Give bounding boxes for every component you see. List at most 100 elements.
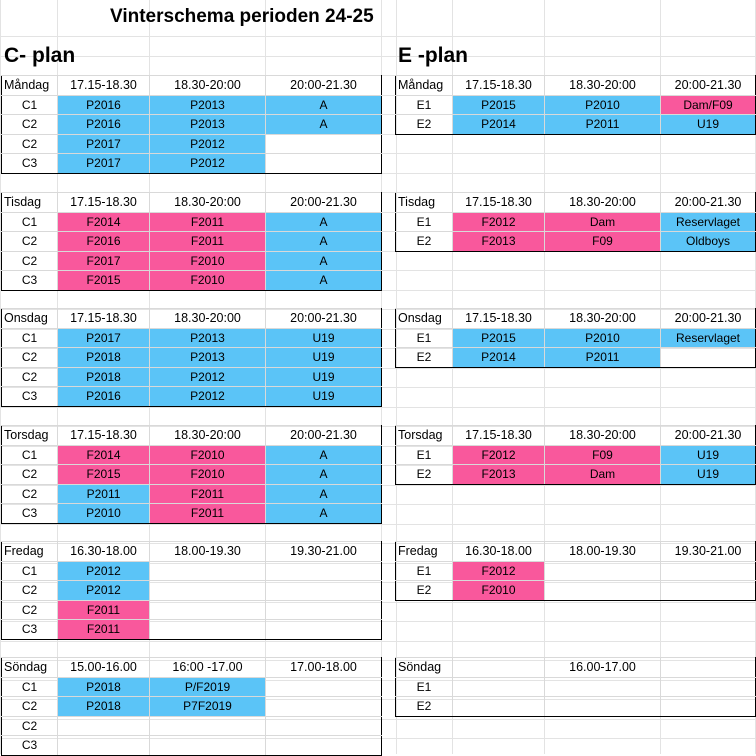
team-cell[interactable]: P2012 [149,153,266,174]
field-label[interactable]: E2 [395,347,453,368]
field-label[interactable]: E1 [395,94,453,115]
team-cell[interactable] [265,133,382,154]
team-cell[interactable]: P2013 [149,94,266,115]
field-label[interactable]: C2 [1,580,58,601]
team-cell[interactable]: U19 [660,444,756,465]
day-label[interactable]: Måndag [1,75,58,96]
team-cell[interactable]: A [265,231,382,252]
field-label[interactable]: C1 [1,94,58,115]
team-cell[interactable]: F2012 [452,444,545,465]
team-cell[interactable]: A [265,270,382,291]
time-slot-header[interactable]: 20:00-21.30 [265,425,382,446]
team-cell[interactable]: F2010 [149,270,266,291]
team-cell[interactable]: F2012 [452,560,545,581]
team-cell[interactable]: Dam [544,211,661,232]
team-cell[interactable]: P2012 [149,386,266,407]
time-slot-header[interactable]: 17.15-18.30 [452,308,545,329]
team-cell[interactable]: F2011 [57,599,150,620]
team-cell[interactable] [149,580,266,601]
field-label[interactable]: E2 [395,580,453,601]
team-cell[interactable]: P2011 [57,483,150,504]
team-cell[interactable]: A [265,444,382,465]
field-label[interactable]: C1 [1,327,58,348]
team-cell[interactable] [660,347,756,368]
team-cell[interactable]: A [265,250,382,271]
team-cell[interactable] [452,676,545,697]
time-slot-header[interactable]: 19.30-21.00 [265,541,382,562]
team-cell[interactable] [660,696,756,717]
field-label[interactable]: E2 [395,696,453,717]
time-slot-header[interactable] [452,657,545,678]
field-label[interactable]: C2 [1,347,58,368]
team-cell[interactable] [452,696,545,717]
field-label[interactable]: C2 [1,231,58,252]
field-label[interactable]: E1 [395,560,453,581]
team-cell[interactable] [544,696,661,717]
time-slot-header[interactable]: 18.00-19.30 [149,541,266,562]
time-slot-header[interactable]: 20:00-21.30 [265,192,382,213]
team-cell[interactable]: U19 [660,464,756,485]
team-cell[interactable]: P2012 [57,580,150,601]
time-slot-header[interactable]: 17.15-18.30 [57,192,150,213]
team-cell[interactable]: P7F2019 [149,696,266,717]
team-cell[interactable]: P2010 [57,503,150,524]
team-cell[interactable]: F2011 [149,483,266,504]
team-cell[interactable]: Dam/F09 [660,94,756,115]
day-label[interactable]: Söndag [1,657,58,678]
time-slot-header[interactable]: 18.30-20:00 [544,308,661,329]
time-slot-header[interactable]: 18.30-20:00 [149,308,266,329]
team-cell[interactable]: P2018 [57,696,150,717]
team-cell[interactable]: F2010 [149,444,266,465]
team-cell[interactable]: Oldboys [660,231,756,252]
field-label[interactable]: C1 [1,211,58,232]
team-cell[interactable]: F2011 [149,231,266,252]
team-cell[interactable]: A [265,94,382,115]
field-label[interactable]: E1 [395,444,453,465]
team-cell[interactable]: P2016 [57,386,150,407]
team-cell[interactable] [660,580,756,601]
time-slot-header[interactable]: 16.30-18.00 [57,541,150,562]
team-cell[interactable]: F2015 [57,270,150,291]
team-cell[interactable]: A [265,114,382,135]
team-cell[interactable]: P2012 [149,133,266,154]
team-cell[interactable] [660,560,756,581]
team-cell[interactable]: P2018 [57,366,150,387]
team-cell[interactable] [265,735,382,756]
field-label[interactable]: C3 [1,153,58,174]
team-cell[interactable] [265,560,382,581]
team-cell[interactable]: P2016 [57,94,150,115]
team-cell[interactable]: U19 [265,386,382,407]
time-slot-header[interactable]: 15.00-16.00 [57,657,150,678]
team-cell[interactable]: F09 [544,231,661,252]
team-cell[interactable] [149,735,266,756]
time-slot-header[interactable]: 18.30-20:00 [149,425,266,446]
team-cell[interactable]: P2011 [544,114,661,135]
field-label[interactable]: C2 [1,133,58,154]
team-cell[interactable]: U19 [265,327,382,348]
field-label[interactable]: C3 [1,386,58,407]
field-label[interactable]: C3 [1,619,58,640]
field-label[interactable]: C2 [1,715,58,736]
day-label[interactable]: Fredag [395,541,453,562]
team-cell[interactable]: A [265,211,382,232]
time-slot-header[interactable]: 18.00-19.30 [544,541,661,562]
time-slot-header[interactable]: 16:00 -17.00 [149,657,266,678]
team-cell[interactable]: U19 [265,347,382,368]
day-label[interactable]: Söndag [395,657,453,678]
team-cell[interactable] [149,715,266,736]
team-cell[interactable]: Dam [544,464,661,485]
field-label[interactable]: E1 [395,327,453,348]
team-cell[interactable] [57,735,150,756]
team-cell[interactable]: P2010 [544,327,661,348]
time-slot-header[interactable]: 20:00-21.30 [660,75,756,96]
team-cell[interactable] [265,676,382,697]
field-label[interactable]: C3 [1,735,58,756]
team-cell[interactable]: P2013 [149,327,266,348]
team-cell[interactable]: P2012 [149,366,266,387]
team-cell[interactable] [544,560,661,581]
team-cell[interactable]: F09 [544,444,661,465]
time-slot-header[interactable]: 20:00-21.30 [660,192,756,213]
time-slot-header[interactable]: 16.30-18.00 [452,541,545,562]
team-cell[interactable]: F2013 [452,464,545,485]
team-cell[interactable] [265,715,382,736]
